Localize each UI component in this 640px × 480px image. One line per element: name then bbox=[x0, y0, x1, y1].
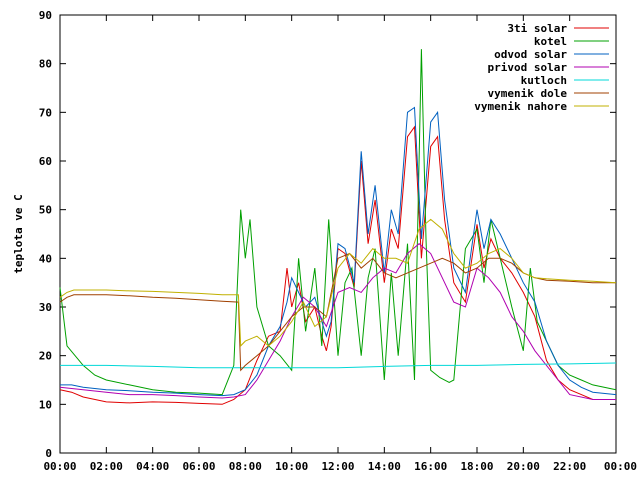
legend-label-odvod-solar: odvod solar bbox=[494, 48, 567, 61]
y-tick-label: 40 bbox=[39, 252, 52, 265]
y-axis-label: teplota ve C bbox=[12, 194, 25, 273]
legend-label-vymenik-nahore: vymenik nahore bbox=[474, 100, 567, 113]
legend-label-vymenik-dole: vymenik dole bbox=[488, 87, 568, 100]
x-tick-label: 22:00 bbox=[553, 460, 586, 473]
series-line-odvod-solar bbox=[60, 106, 617, 397]
x-tick-label: 18:00 bbox=[460, 460, 493, 473]
y-tick-label: 10 bbox=[39, 398, 52, 411]
x-tick-label: 20:00 bbox=[507, 460, 540, 473]
y-tick-label: 60 bbox=[39, 155, 52, 168]
y-tick-label: 80 bbox=[39, 58, 52, 71]
legend-label-kutloch: kutloch bbox=[521, 74, 567, 87]
legend-label-kotel: kotel bbox=[534, 35, 567, 48]
x-tick-label: 00:00 bbox=[43, 460, 76, 473]
x-tick-label: 10:00 bbox=[275, 460, 308, 473]
y-tick-label: 50 bbox=[39, 204, 52, 217]
axis-ticks bbox=[59, 14, 617, 454]
y-tick-label: 70 bbox=[39, 106, 52, 119]
series-line-3ti-solar bbox=[59, 125, 616, 405]
y-tick-label: 0 bbox=[45, 447, 52, 460]
x-tick-label: 06:00 bbox=[182, 460, 215, 473]
legend-label-privod-solar: privod solar bbox=[488, 61, 568, 74]
series-line-vymenik-dole bbox=[59, 252, 616, 372]
x-tick-labels: 00:00 02:00 04:00 06:00 08:00 10:00 12:00 14:00… bbox=[43, 460, 637, 473]
y-tick-label: 90 bbox=[39, 9, 52, 22]
series-line-vymenik-nahore bbox=[59, 218, 617, 348]
x-tick-label: 02:00 bbox=[90, 460, 123, 473]
x-tick-label: 00:00 bbox=[604, 460, 637, 473]
y-tick-labels: 0 10 20 30 40 50 60 70 80 90 bbox=[39, 9, 52, 460]
y-tick-label: 30 bbox=[39, 301, 52, 314]
y-tick-label: 20 bbox=[39, 350, 52, 363]
series-line-kutloch bbox=[60, 362, 617, 369]
x-tick-label: 14:00 bbox=[368, 460, 401, 473]
series-line-kotel bbox=[59, 49, 617, 396]
series-lines bbox=[59, 49, 617, 405]
x-tick-label: 04:00 bbox=[136, 460, 169, 473]
x-tick-label: 16:00 bbox=[414, 460, 447, 473]
legend-label-3ti-solar: 3ti solar bbox=[507, 22, 567, 35]
x-tick-label: 08:00 bbox=[229, 460, 262, 473]
x-tick-label: 12:00 bbox=[321, 460, 354, 473]
series-line-privod-solar bbox=[59, 243, 616, 400]
